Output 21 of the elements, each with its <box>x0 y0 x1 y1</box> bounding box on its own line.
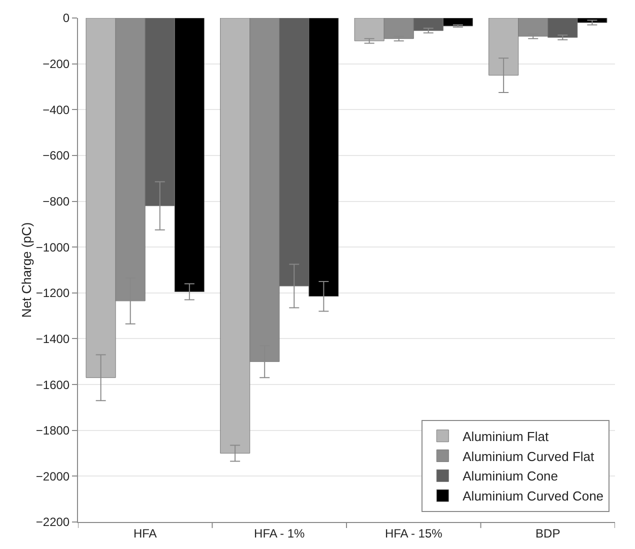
legend-label: Aluminium Curved Cone <box>462 488 604 504</box>
y-axis-title: Net Charge (pC) <box>18 222 34 318</box>
y-tick-label: −800 <box>42 194 70 208</box>
y-tick-label: −1400 <box>36 332 70 346</box>
y-tick-label: −1200 <box>36 286 70 300</box>
legend-label: Aluminium Curved Flat <box>462 448 595 464</box>
legend-label: Aluminium Flat <box>462 428 549 444</box>
y-tick-label: −1600 <box>36 378 70 392</box>
y-tick-label: −600 <box>42 148 70 163</box>
y-tick-label: −400 <box>42 102 70 117</box>
y-tick-label: −2200 <box>36 515 70 530</box>
x-tick-label: HFA - 15% <box>384 526 443 540</box>
x-tick-label: HFA - 1% <box>254 526 306 540</box>
y-tick-label: −1800 <box>36 424 70 438</box>
x-tick-label: BDP <box>536 526 560 540</box>
y-tick-label: −1000 <box>36 240 70 254</box>
y-tick-label: −2000 <box>36 469 70 484</box>
y-tick-label: −200 <box>42 57 70 72</box>
y-tick-label: 0 <box>62 11 70 26</box>
x-tick-label: HFA <box>133 526 157 540</box>
legend-label: Aluminium Cone <box>462 468 558 484</box>
